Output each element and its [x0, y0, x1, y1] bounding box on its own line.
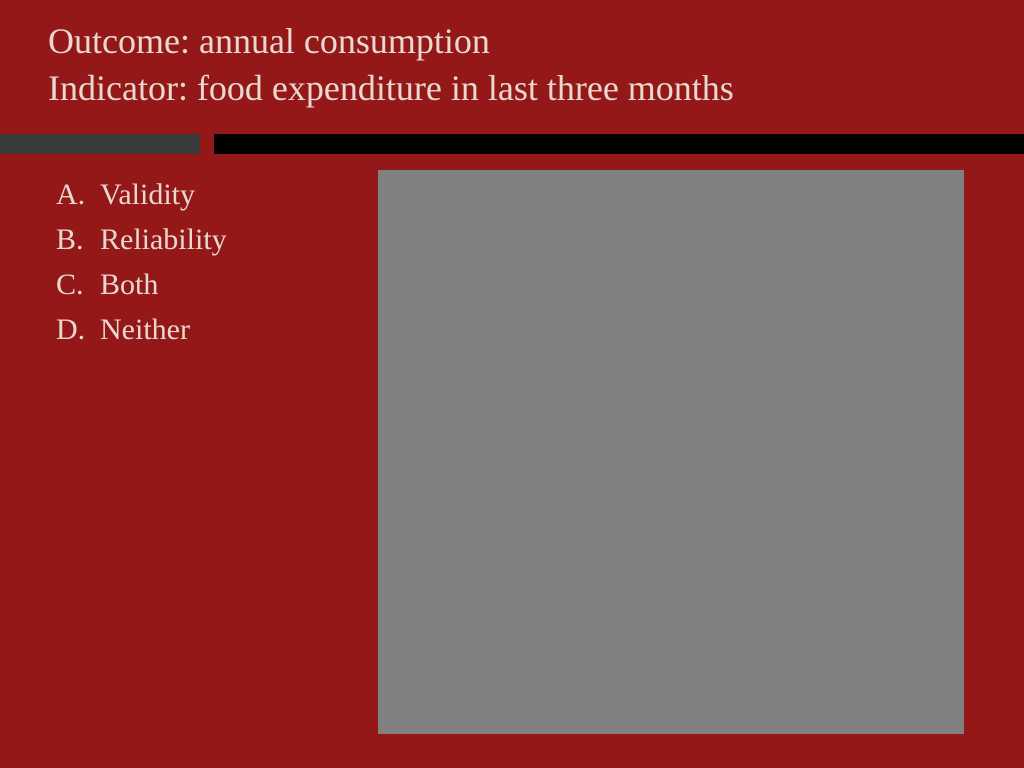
- option-a: A. Validity: [48, 172, 227, 217]
- option-text: Validity: [100, 172, 227, 217]
- option-b: B. Reliability: [48, 217, 227, 262]
- title-area: Outcome: annual consumption Indicator: f…: [0, 0, 1024, 134]
- option-text: Neither: [100, 307, 227, 352]
- option-text: Reliability: [100, 217, 227, 262]
- divider-gap: [200, 134, 214, 154]
- title-line-1: Outcome: annual consumption: [48, 18, 1024, 65]
- option-text: Both: [100, 262, 227, 307]
- divider-left-segment: [0, 134, 200, 154]
- option-d: D. Neither: [48, 307, 227, 352]
- option-c: C. Both: [48, 262, 227, 307]
- divider-bar: [0, 134, 1024, 154]
- option-letter: B.: [48, 217, 100, 262]
- divider-right-segment: [214, 134, 1024, 154]
- option-letter: A.: [48, 172, 100, 217]
- option-letter: C.: [48, 262, 100, 307]
- placeholder-box: [378, 170, 964, 734]
- options-list: A. Validity B. Reliability C. Both D. Ne…: [48, 172, 227, 352]
- option-letter: D.: [48, 307, 100, 352]
- title-line-2: Indicator: food expenditure in last thre…: [48, 65, 1024, 112]
